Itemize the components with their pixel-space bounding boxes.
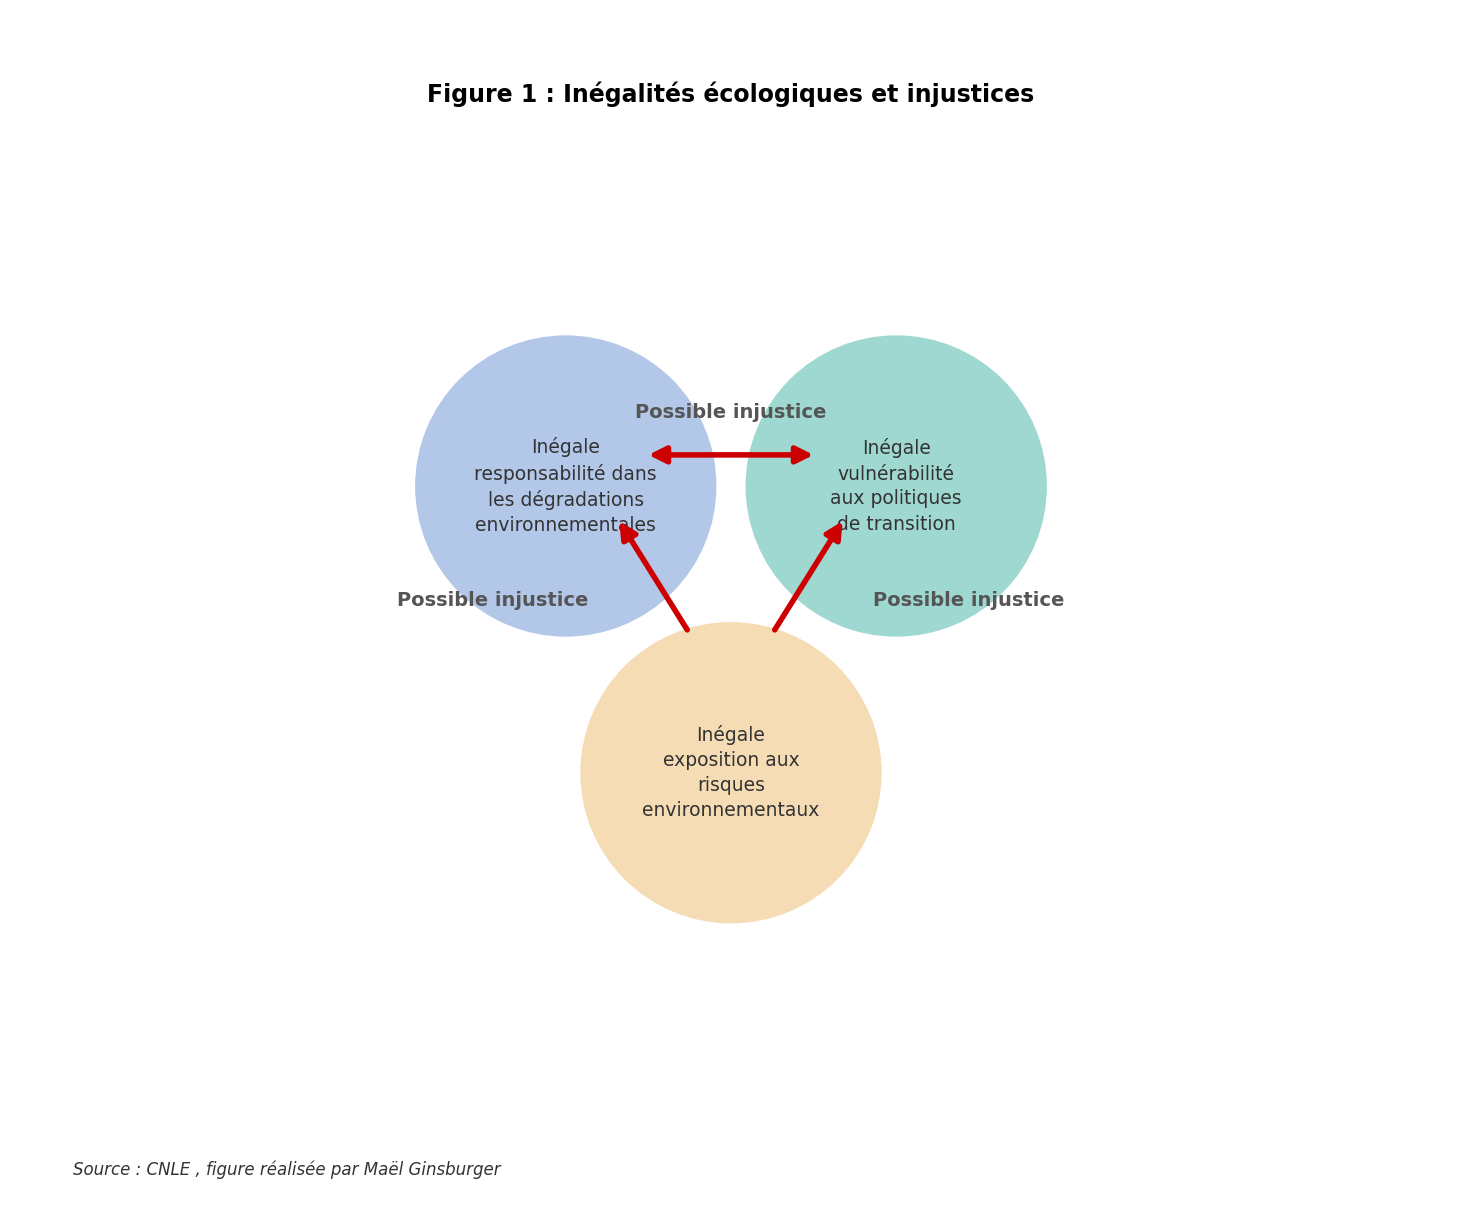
Circle shape <box>746 335 1047 637</box>
Text: Inégale
exposition aux
risques
environnementaux: Inégale exposition aux risques environne… <box>642 725 820 820</box>
Text: Possible injustice: Possible injustice <box>636 402 826 422</box>
Text: Inégale
vulnérabilité
aux politiques
de transition: Inégale vulnérabilité aux politiques de … <box>830 439 962 533</box>
Circle shape <box>580 622 882 923</box>
Text: Source : CNLE , figure réalisée par Maël Ginsburger: Source : CNLE , figure réalisée par Maël… <box>73 1160 500 1179</box>
Text: Possible injustice: Possible injustice <box>873 592 1064 610</box>
Text: Possible injustice: Possible injustice <box>398 592 589 610</box>
Text: Inégale
responsabilité dans
les dégradations
environnementales: Inégale responsabilité dans les dégradat… <box>475 437 656 535</box>
Text: Figure 1 : Inégalités écologiques et injustices: Figure 1 : Inégalités écologiques et inj… <box>427 81 1035 107</box>
Circle shape <box>415 335 716 637</box>
